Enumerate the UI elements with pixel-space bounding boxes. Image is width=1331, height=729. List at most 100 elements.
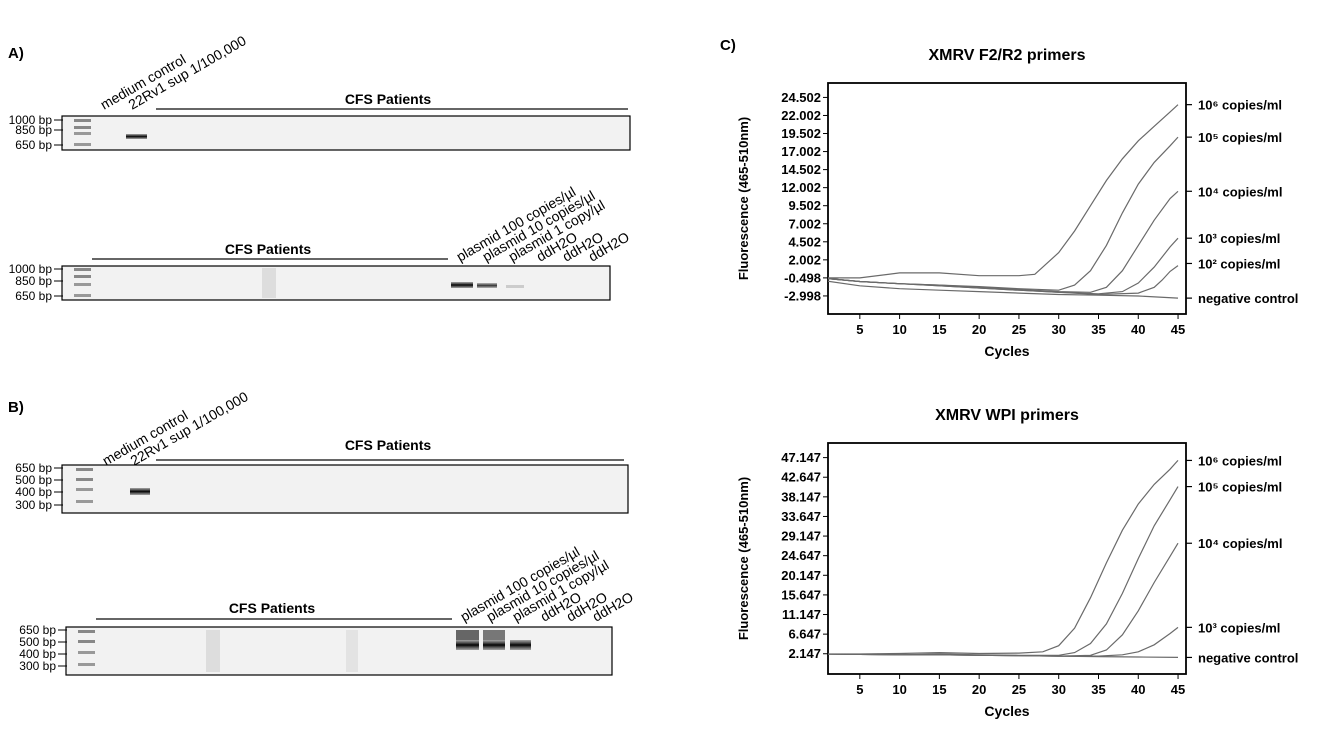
panel-b-label: B) — [8, 399, 24, 416]
panel-c-label: C) — [720, 37, 736, 54]
ladder-band — [74, 268, 91, 271]
sample-band — [483, 630, 505, 640]
marker-label: 400 bp — [15, 485, 52, 499]
y-tick-label: 15.647 — [781, 587, 821, 602]
y-tick-label: -2.998 — [784, 288, 821, 303]
y-tick-label: 47.147 — [781, 450, 821, 465]
sample-band — [477, 283, 497, 288]
gel-b2: CFS Patients plasmid 100 copies/µl plasm… — [19, 543, 636, 675]
series-line — [820, 460, 1178, 654]
series-label: 10³ copies/ml — [1198, 620, 1280, 635]
y-tick-label: 42.647 — [781, 470, 821, 485]
series-label: 10⁵ copies/ml — [1198, 130, 1282, 145]
marker-label: 850 bp — [15, 123, 52, 137]
marker-label: 650 bp — [15, 138, 52, 152]
y-tick-label: 6.647 — [788, 627, 821, 642]
series-label: 10⁶ copies/ml — [1198, 453, 1282, 468]
y-tick-label: 29.147 — [781, 529, 821, 544]
y-tick-label: 19.502 — [781, 126, 821, 141]
x-tick-label: 25 — [1012, 682, 1026, 697]
series-label: 10⁴ copies/ml — [1198, 184, 1282, 199]
y-tick-label: 24.647 — [781, 548, 821, 563]
x-tick-label: 40 — [1131, 322, 1145, 337]
qpcr-chart-wpi: XMRV WPI primers 5 10 15 20 25 30 35 40 45 2.147 6.… — [736, 407, 1298, 719]
x-tick-label: 35 — [1091, 322, 1105, 337]
chart-title: XMRV F2/R2 primers — [928, 47, 1085, 64]
series-line — [820, 238, 1178, 294]
series-label: 10³ copies/ml — [1198, 231, 1280, 246]
x-tick-label: 20 — [972, 682, 986, 697]
sample-band — [130, 488, 150, 495]
gel-frame — [62, 116, 630, 150]
gel-a1: medium control 22Rv1 sup 1/100,000 CFS P… — [9, 32, 630, 152]
y-tick-label: 17.002 — [781, 144, 821, 159]
ladder-band — [74, 283, 91, 286]
gel-a2: CFS Patients plasmid 100 copies/µl plasm… — [9, 183, 632, 303]
x-tick-label: 15 — [932, 322, 946, 337]
sample-band — [456, 630, 479, 640]
x-tick-label: 30 — [1051, 682, 1065, 697]
x-tick-label: 45 — [1171, 682, 1185, 697]
plot-frame — [828, 443, 1186, 674]
y-tick-label: 33.647 — [781, 509, 821, 524]
sample-band — [451, 282, 473, 288]
ladder-band — [76, 500, 93, 503]
x-axis-label: Cycles — [984, 703, 1029, 719]
y-tick-label: 2.147 — [788, 646, 821, 661]
marker-label: 850 bp — [15, 274, 52, 288]
ladder-band — [76, 488, 93, 491]
marker-label: 300 bp — [19, 659, 56, 673]
series-label: negative control — [1198, 291, 1298, 306]
ladder-band — [78, 651, 95, 654]
y-tick-label: 20.147 — [781, 568, 821, 583]
sample-band — [506, 285, 524, 288]
x-tick-label: 45 — [1171, 322, 1185, 337]
y-tick-label: 12.002 — [781, 180, 821, 195]
smear — [206, 630, 220, 672]
y-axis-label: Fluorescence (465-510nm) — [736, 477, 751, 640]
sample-band — [126, 134, 147, 139]
y-tick-label: 14.502 — [781, 162, 821, 177]
y-tick-label: 11.147 — [782, 607, 821, 622]
group-label-cfs-patients: CFS Patients — [345, 437, 432, 453]
ladder-band — [78, 640, 95, 643]
smear — [262, 268, 276, 298]
sample-band — [456, 640, 479, 650]
gel-frame — [66, 627, 612, 675]
ladder-band — [76, 468, 93, 471]
x-tick-label: 40 — [1131, 682, 1145, 697]
x-tick-label: 15 — [932, 682, 946, 697]
ladder-band — [74, 119, 91, 122]
x-axis-label: Cycles — [984, 343, 1029, 359]
gel-frame — [62, 266, 610, 300]
ladder-band — [74, 275, 91, 278]
x-tick-label: 30 — [1051, 322, 1065, 337]
plot-frame — [828, 83, 1186, 314]
ladder-band — [78, 630, 95, 633]
x-tick-label: 10 — [892, 682, 906, 697]
group-label-cfs-patients: CFS Patients — [345, 91, 432, 107]
sample-band — [483, 640, 505, 650]
series-label: 10⁵ copies/ml — [1198, 480, 1282, 495]
y-axis-label: Fluorescence (465-510nm) — [736, 117, 751, 280]
series-label: 10⁶ copies/ml — [1198, 98, 1282, 113]
ladder-band — [74, 126, 91, 129]
panel-a-label: A) — [8, 45, 24, 62]
ladder-band — [74, 143, 91, 146]
ladder-band — [78, 663, 95, 666]
group-label-cfs-patients: CFS Patients — [225, 241, 312, 257]
y-tick-label: 24.502 — [781, 90, 821, 105]
series-line — [820, 191, 1178, 292]
x-tick-label: 5 — [856, 322, 863, 337]
x-tick-label: 25 — [1012, 322, 1026, 337]
series-label: 10⁴ copies/ml — [1198, 536, 1282, 551]
y-tick-label: 38.147 — [781, 489, 821, 504]
series-line — [820, 487, 1178, 656]
series-line — [820, 543, 1178, 656]
chart-title: XMRV WPI primers — [935, 407, 1079, 424]
series-line — [820, 105, 1178, 278]
marker-label: 650 bp — [15, 289, 52, 303]
gel-b1: medium control 22Rv1 sup 1/100,000 CFS P… — [15, 388, 628, 513]
y-tick-label: 22.002 — [781, 108, 821, 123]
